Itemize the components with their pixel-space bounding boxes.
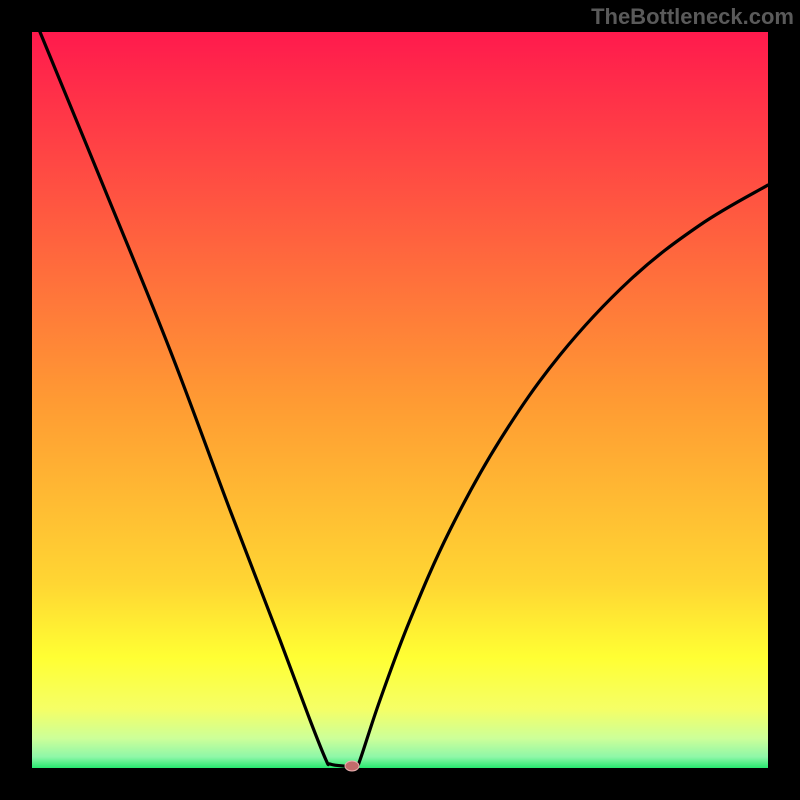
optimum-marker — [345, 761, 360, 772]
curve-path — [40, 32, 768, 767]
watermark-label: TheBottleneck.com — [591, 4, 794, 29]
bottleneck-curve — [0, 0, 800, 800]
plot-area — [32, 32, 768, 768]
watermark-text: TheBottleneck.com — [591, 0, 800, 30]
